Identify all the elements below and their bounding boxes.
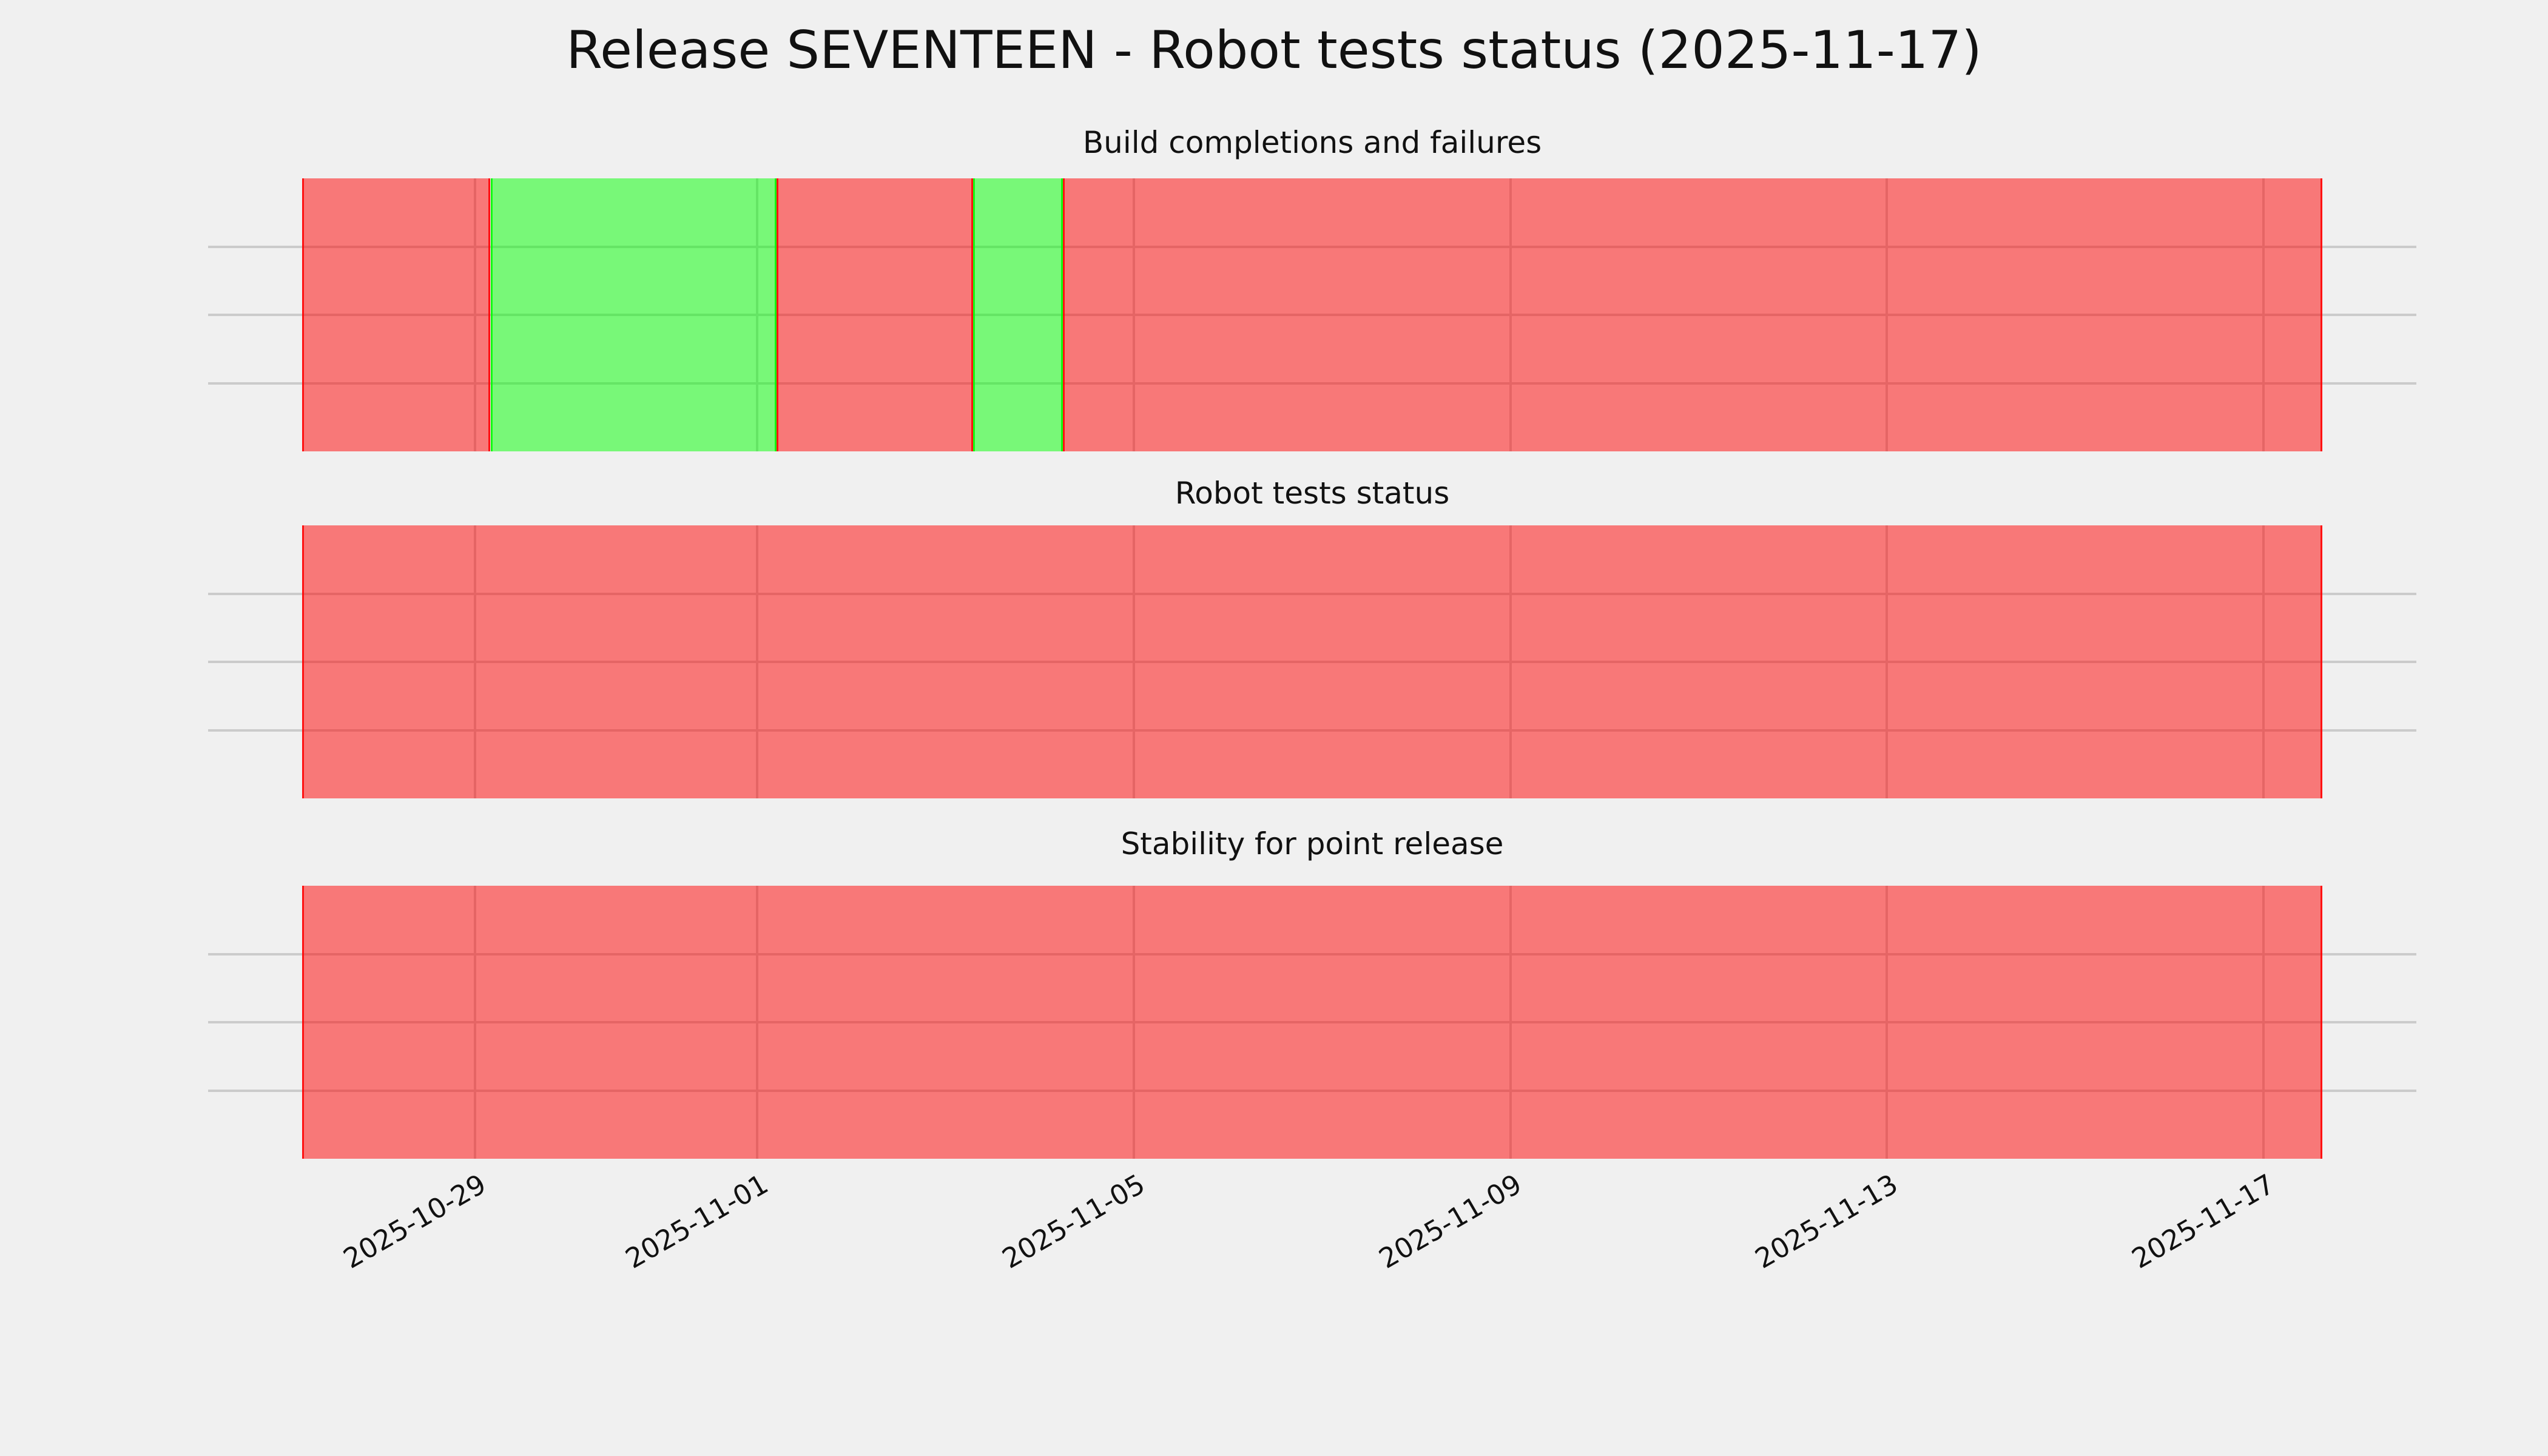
panel-build-completions	[208, 178, 2416, 451]
x-tick-label: 2025-10-29	[337, 1167, 491, 1275]
chart-title: Release SEVENTEEN - Robot tests status (…	[566, 20, 1982, 81]
x-tick-label: 2025-11-01	[620, 1167, 774, 1275]
status-segment-red	[302, 886, 2322, 1159]
panel-title-robot-tests: Robot tests status	[1175, 476, 1450, 511]
x-tick-label: 2025-11-09	[1373, 1167, 1527, 1275]
status-segment-green	[490, 178, 777, 451]
panel-title-stability: Stability for point release	[1121, 826, 1504, 861]
status-segment-red	[1063, 178, 2322, 451]
status-segment-green	[972, 178, 1063, 451]
x-tick-label: 2025-11-05	[996, 1167, 1150, 1275]
panel-title-build-completions: Build completions and failures	[1082, 125, 1542, 160]
status-segment-red	[777, 178, 973, 451]
x-tick-label: 2025-11-13	[1750, 1167, 1904, 1275]
x-axis-tick-labels: 2025-10-29 2025-11-01 2025-11-05 2025-11-09…	[208, 1167, 2416, 1325]
x-tick-label: 2025-11-17	[2126, 1167, 2280, 1275]
panel-stability	[208, 886, 2416, 1159]
panel-robot-tests	[208, 525, 2416, 798]
status-segment-red	[302, 525, 2322, 798]
status-segment-red	[302, 178, 491, 451]
